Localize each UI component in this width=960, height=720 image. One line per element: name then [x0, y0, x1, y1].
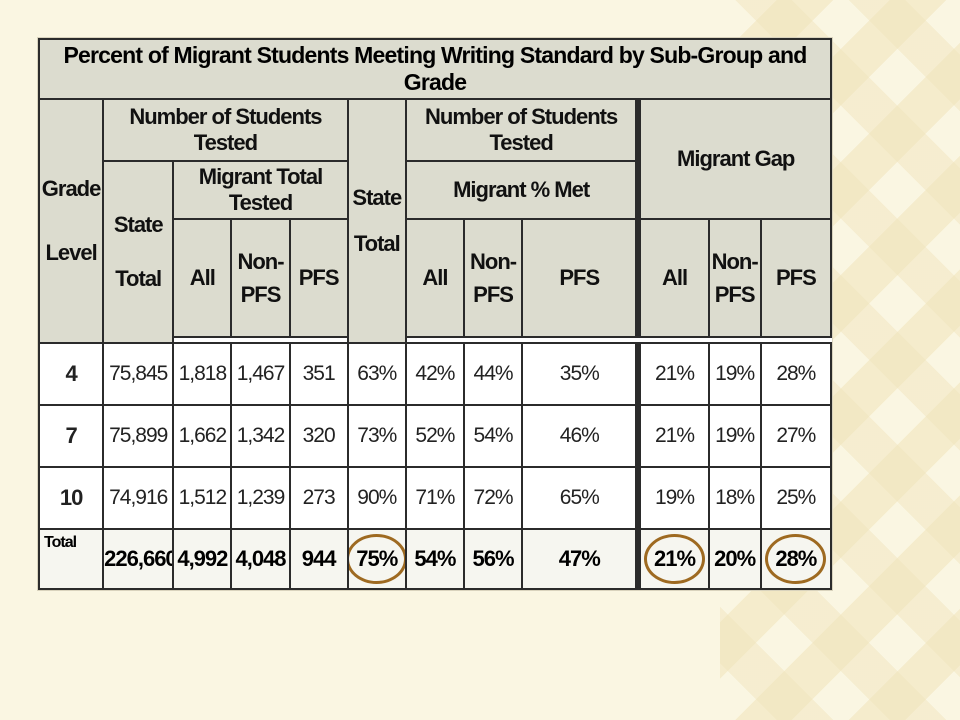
num-tested-header: Number of Students Tested: [102, 98, 349, 162]
total-mig-all: 4,992: [172, 528, 233, 590]
gap-all-cell: 21%: [635, 404, 710, 468]
mig-all-cell: 1,662: [172, 404, 233, 468]
met-nonpfs-cell: 72%: [462, 466, 524, 530]
met-pfs-header: PFS: [521, 218, 640, 338]
total-met-all: 54%: [404, 528, 466, 590]
table-row: 10 74,916 1,512 1,239 273 90% 71% 72% 65…: [37, 466, 833, 530]
grade-cell: 7: [37, 404, 105, 468]
grade-header-line2: Level: [45, 240, 97, 265]
migrant-gap-header: Migrant Gap: [635, 98, 832, 220]
mig-nonpfs-line2: PFS: [240, 282, 282, 307]
total-gap-pfs: 28%: [759, 528, 833, 590]
met-all-cell: 42%: [404, 342, 466, 406]
state-pct-cell: 90%: [346, 466, 407, 530]
gap-nonpfs-line1: Non-: [711, 249, 759, 274]
state-total-line2: Total: [115, 266, 162, 291]
met-nonpfs-header: Non- PFS: [462, 218, 524, 338]
grade-cell: 10: [37, 466, 105, 530]
mig-all-header: All: [172, 218, 233, 338]
gap-pfs-header: PFS: [759, 218, 833, 338]
migrant-pct-met-header: Migrant % Met: [404, 160, 640, 220]
met-nonpfs-cell: 44%: [462, 342, 524, 406]
circled-highlight: 75%: [349, 534, 404, 584]
state-total-pct-header: State Total: [346, 98, 407, 344]
gap-all-cell: 21%: [635, 342, 710, 406]
state-total2-line2: Total: [353, 231, 401, 256]
gap-nonpfs-cell: 19%: [707, 342, 762, 406]
total-state-total: 226,660: [102, 528, 175, 590]
migrant-writing-table: Percent of Migrant Students Meeting Writ…: [37, 38, 833, 590]
table-row: 7 75,899 1,662 1,342 320 73% 52% 54% 46%…: [37, 404, 833, 468]
mig-pfs-cell: 351: [288, 342, 349, 406]
gap-nonpfs-cell: 18%: [707, 466, 762, 530]
mig-nonpfs-cell: 1,239: [230, 466, 291, 530]
state-total-line1: State: [113, 212, 164, 237]
mig-nonpfs-header: Non- PFS: [230, 218, 291, 338]
total-row: Total 226,660 4,992 4,048 944 75% 54% 56…: [37, 528, 833, 590]
circled-highlight: 21%: [644, 534, 706, 584]
mig-all-cell: 1,818: [172, 342, 233, 406]
gap-pfs-cell: 25%: [759, 466, 833, 530]
gap-all-cell: 19%: [635, 466, 710, 530]
state-total-cell: 75,899: [102, 404, 175, 468]
gap-all-header: All: [635, 218, 710, 338]
state-total-header: State Total: [102, 160, 175, 344]
mig-pfs-header: PFS: [288, 218, 349, 338]
met-all-cell: 71%: [404, 466, 466, 530]
grade-level-header: Grade Level: [37, 98, 105, 344]
state-pct-cell: 63%: [346, 342, 407, 406]
gap-nonpfs-cell: 19%: [707, 404, 762, 468]
met-all-cell: 52%: [404, 404, 466, 468]
total-gap-nonpfs: 20%: [707, 528, 762, 590]
total-state-pct: 75%: [346, 528, 407, 590]
met-pfs-cell: 65%: [521, 466, 640, 530]
data-table-container: Percent of Migrant Students Meeting Writ…: [37, 38, 833, 590]
mig-nonpfs-cell: 1,467: [230, 342, 291, 406]
migrant-total-tested-header: Migrant Total Tested: [172, 160, 349, 220]
met-nonpfs-cell: 54%: [462, 404, 524, 468]
total-label: Total: [37, 528, 105, 590]
total-gap-all: 21%: [635, 528, 710, 590]
gap-nonpfs-header: Non- PFS: [707, 218, 762, 338]
mig-all-cell: 1,512: [172, 466, 233, 530]
gap-pfs-cell: 28%: [759, 342, 833, 406]
met-nonpfs-line1: Non-: [470, 249, 517, 274]
total-mig-pfs: 944: [288, 528, 349, 590]
grade-cell: 4: [37, 342, 105, 406]
mig-pfs-cell: 320: [288, 404, 349, 468]
state-pct-cell: 73%: [346, 404, 407, 468]
total-mig-nonpfs: 4,048: [230, 528, 291, 590]
state-total2-line1: State: [352, 185, 402, 210]
num-tested-header-2: Number of Students Tested: [404, 98, 640, 162]
total-met-nonpfs: 56%: [462, 528, 524, 590]
total-met-pfs: 47%: [521, 528, 640, 590]
state-total-cell: 75,845: [102, 342, 175, 406]
met-nonpfs-line2: PFS: [473, 282, 514, 307]
state-total-cell: 74,916: [102, 466, 175, 530]
table-title: Percent of Migrant Students Meeting Writ…: [38, 38, 832, 100]
gap-pfs-cell: 27%: [759, 404, 833, 468]
gap-nonpfs-line2: PFS: [714, 282, 756, 307]
table-row: 4 75,845 1,818 1,467 351 63% 42% 44% 35%…: [37, 342, 833, 406]
met-all-header: All: [404, 218, 466, 338]
circled-highlight: 28%: [765, 534, 827, 584]
mig-nonpfs-cell: 1,342: [230, 404, 291, 468]
met-pfs-cell: 46%: [521, 404, 640, 468]
mig-pfs-cell: 273: [288, 466, 349, 530]
met-pfs-cell: 35%: [521, 342, 640, 406]
mig-nonpfs-line1: Non-: [237, 249, 284, 274]
grade-header-line1: Grade: [41, 176, 101, 201]
